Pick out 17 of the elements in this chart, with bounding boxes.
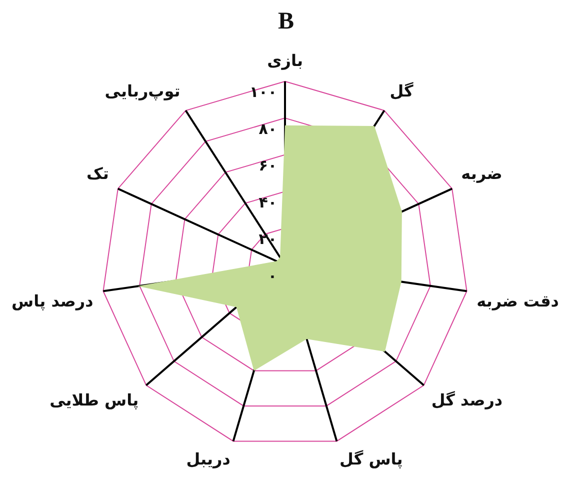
y-tick-label: ۶۰ — [258, 156, 277, 175]
spoke-label: ضربه — [461, 164, 502, 184]
spoke-label: دقت ضربه — [476, 291, 560, 310]
spoke-label: پاس طلایی — [50, 390, 139, 410]
spoke-label: درصد گل — [431, 390, 503, 410]
y-tick-label: ۴۰ — [258, 193, 277, 212]
spoke-label: پاس گل — [340, 450, 403, 469]
spoke-label: دریبل — [186, 450, 230, 469]
y-tick-label: ۸۰ — [258, 120, 277, 138]
spoke-label: درصد پاس — [12, 291, 94, 310]
chart-title: B — [278, 8, 294, 35]
y-tick-label: ۱۰۰ — [250, 83, 277, 102]
spoke-label: گل — [390, 82, 414, 101]
spoke-label: تک — [86, 164, 109, 184]
y-tick-label: ۰ — [268, 266, 277, 285]
spoke-label: بازی — [267, 50, 303, 70]
spoke-label: توپ‌ربایی — [104, 82, 180, 101]
